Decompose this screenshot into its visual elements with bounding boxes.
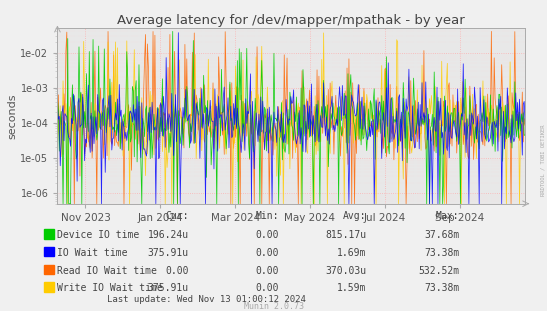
Text: Write IO Wait time: Write IO Wait time — [57, 283, 163, 293]
Text: 37.68m: 37.68m — [424, 230, 459, 240]
Text: Last update: Wed Nov 13 01:00:12 2024: Last update: Wed Nov 13 01:00:12 2024 — [107, 295, 306, 304]
Text: 375.91u: 375.91u — [148, 248, 189, 258]
Text: 0.00: 0.00 — [255, 283, 279, 293]
Text: RRDTOOL / TOBI OETIKER: RRDTOOL / TOBI OETIKER — [540, 124, 546, 196]
Text: 1.59m: 1.59m — [337, 283, 366, 293]
Title: Average latency for /dev/mapper/mpathak - by year: Average latency for /dev/mapper/mpathak … — [118, 14, 465, 27]
Text: 196.24u: 196.24u — [148, 230, 189, 240]
Text: 0.00: 0.00 — [255, 266, 279, 276]
Text: 73.38m: 73.38m — [424, 283, 459, 293]
Text: Min:: Min: — [255, 211, 279, 221]
Text: IO Wait time: IO Wait time — [57, 248, 128, 258]
Text: Read IO Wait time: Read IO Wait time — [57, 266, 158, 276]
Text: 370.03u: 370.03u — [325, 266, 366, 276]
Text: 0.00: 0.00 — [165, 266, 189, 276]
Text: 0.00: 0.00 — [255, 248, 279, 258]
Text: Avg:: Avg: — [343, 211, 366, 221]
Y-axis label: seconds: seconds — [8, 93, 18, 139]
Text: Device IO time: Device IO time — [57, 230, 139, 240]
Text: 0.00: 0.00 — [255, 230, 279, 240]
Text: 532.52m: 532.52m — [418, 266, 459, 276]
Text: 73.38m: 73.38m — [424, 248, 459, 258]
Text: 815.17u: 815.17u — [325, 230, 366, 240]
Text: Max:: Max: — [436, 211, 459, 221]
Text: 375.91u: 375.91u — [148, 283, 189, 293]
Text: Cur:: Cur: — [165, 211, 189, 221]
Text: Munin 2.0.73: Munin 2.0.73 — [243, 301, 304, 310]
Text: 1.69m: 1.69m — [337, 248, 366, 258]
